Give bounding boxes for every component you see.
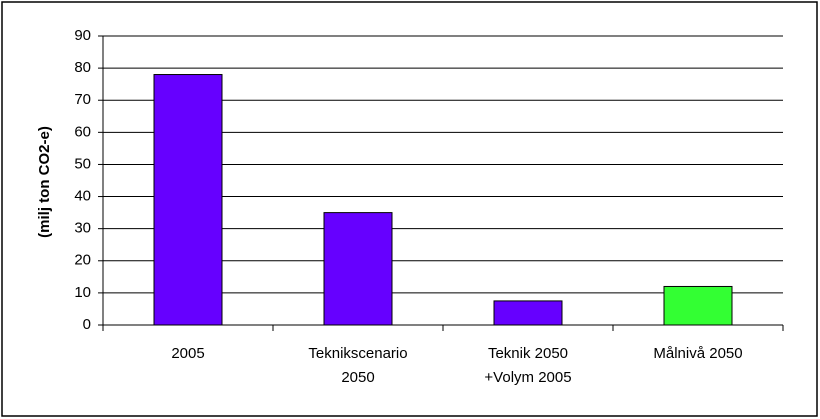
- x-tick-label: Målnivå 2050: [653, 345, 743, 362]
- bar: [323, 212, 393, 326]
- bar: [663, 285, 733, 326]
- y-axis-label: (milj ton CO2-e): [36, 126, 53, 238]
- x-tick-label: Teknik 2050 +Volym 2005: [484, 345, 572, 386]
- bar: [153, 74, 223, 326]
- y-tick-label: 20: [74, 252, 91, 269]
- y-tick-label: 10: [74, 284, 91, 301]
- y-tick-label: 60: [74, 123, 91, 140]
- y-tick-label: 30: [74, 220, 91, 237]
- y-tick-label: 80: [74, 59, 91, 76]
- bar: [493, 300, 563, 326]
- x-tick-label: 2005: [171, 345, 205, 362]
- y-tick-label: 70: [74, 91, 91, 108]
- x-tick-label: Teknikscenario 2050: [308, 345, 408, 386]
- y-tick-label: 0: [83, 316, 91, 333]
- y-tick-label: 90: [74, 27, 91, 44]
- y-tick-label: 50: [74, 155, 91, 172]
- y-tick-label: 40: [74, 188, 91, 205]
